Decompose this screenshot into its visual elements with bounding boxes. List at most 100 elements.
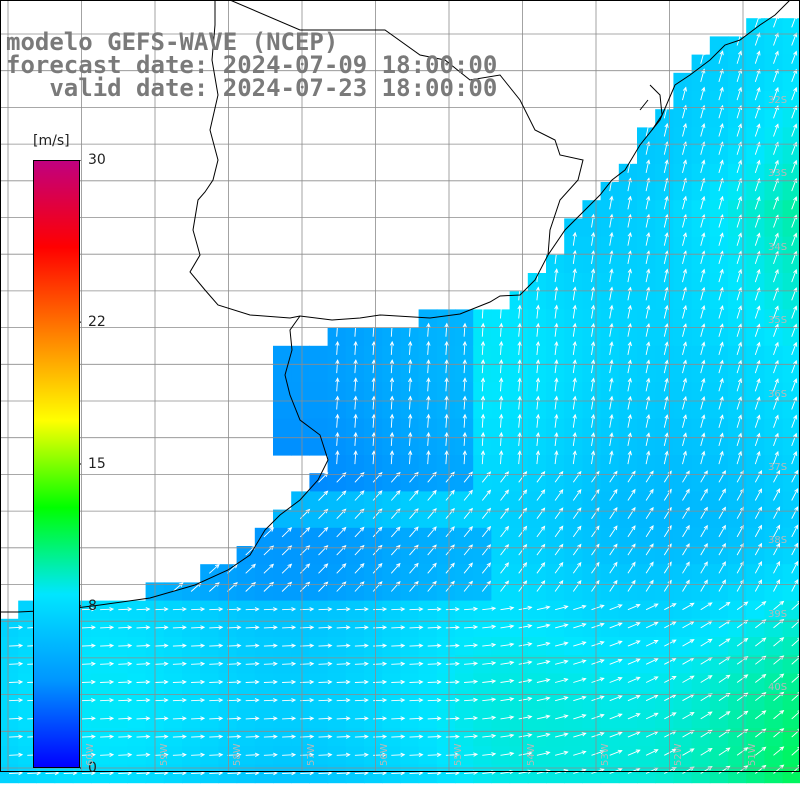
wind-arrow bbox=[718, 123, 724, 137]
wind-cell bbox=[746, 163, 765, 183]
wind-cell bbox=[655, 200, 674, 219]
wind-arrow bbox=[118, 716, 133, 721]
wind-arrow bbox=[172, 607, 187, 612]
wind-arrow bbox=[682, 524, 690, 538]
wind-arrow bbox=[645, 561, 654, 574]
wind-cell bbox=[709, 473, 729, 492]
wind-arrow bbox=[300, 625, 315, 630]
wind-cell bbox=[400, 473, 420, 492]
wind-arrow bbox=[445, 489, 455, 501]
wind-arrow bbox=[318, 716, 333, 721]
wind-arrow bbox=[517, 286, 522, 301]
wind-cell bbox=[782, 182, 800, 201]
wind-cell bbox=[564, 218, 583, 238]
wind-arrow bbox=[663, 506, 672, 519]
wind-cell bbox=[582, 273, 602, 292]
wind-arrow bbox=[663, 286, 669, 301]
wind-arrow bbox=[718, 377, 724, 392]
wind-cell bbox=[618, 236, 638, 256]
wind-cell bbox=[291, 436, 310, 456]
wind-arrow bbox=[591, 507, 600, 519]
wind-cell bbox=[637, 473, 656, 492]
wind-arrow bbox=[773, 68, 779, 83]
wind-cell bbox=[655, 291, 674, 310]
wind-cell bbox=[473, 400, 492, 420]
wind-arrow bbox=[281, 581, 293, 592]
wind-arrow bbox=[663, 488, 672, 501]
wind-arrow bbox=[371, 359, 376, 374]
wind-cell bbox=[782, 327, 800, 347]
wind-cell bbox=[709, 564, 729, 583]
wind-cell bbox=[782, 291, 800, 310]
wind-arrow bbox=[300, 679, 315, 685]
wind-cell bbox=[746, 200, 765, 219]
wind-arrow bbox=[554, 659, 569, 665]
wind-arrow bbox=[591, 561, 600, 574]
wind-cell bbox=[291, 345, 310, 365]
wind-cell bbox=[600, 455, 620, 474]
wind-arrow bbox=[535, 450, 541, 465]
wind-arrow bbox=[572, 395, 577, 410]
wind-arrow bbox=[718, 579, 726, 592]
wind-cell bbox=[728, 400, 747, 420]
wind-arrow bbox=[609, 450, 614, 465]
wind-arrow bbox=[736, 728, 749, 738]
wind-arrow bbox=[336, 643, 351, 648]
wind-cell bbox=[673, 145, 693, 165]
wind-cell bbox=[382, 327, 401, 347]
wind-arrow bbox=[408, 431, 413, 446]
wind-cell bbox=[473, 345, 492, 365]
wind-arrow bbox=[627, 543, 636, 556]
wind-arrow bbox=[535, 359, 541, 374]
wind-cell bbox=[491, 309, 511, 329]
wind-arrow bbox=[427, 607, 442, 612]
wind-arrow bbox=[227, 661, 242, 666]
wind-cell bbox=[746, 309, 765, 329]
wind-arrow bbox=[773, 560, 781, 574]
wind-arrow bbox=[718, 747, 731, 756]
wind-cell bbox=[491, 527, 511, 547]
wind-arrow bbox=[572, 304, 577, 319]
wind-arrow bbox=[663, 232, 669, 246]
wind-arrow bbox=[282, 698, 297, 703]
wind-arrow bbox=[663, 450, 669, 465]
wind-cell bbox=[600, 364, 620, 383]
wind-cell bbox=[728, 145, 747, 165]
wind-arrow bbox=[9, 716, 24, 721]
wind-cell bbox=[673, 582, 693, 602]
wind-arrow bbox=[572, 431, 577, 446]
wind-cell bbox=[582, 327, 602, 347]
wind-arrow bbox=[464, 624, 479, 630]
wind-arrow bbox=[336, 661, 351, 666]
wind-arrow bbox=[463, 562, 473, 574]
wind-cell bbox=[782, 546, 800, 565]
wind-cell bbox=[782, 618, 800, 638]
lon-label: 56W bbox=[379, 743, 390, 766]
wind-arrow bbox=[336, 544, 347, 556]
wind-cell bbox=[509, 527, 529, 547]
wind-cell bbox=[728, 36, 747, 56]
wind-cell bbox=[600, 436, 620, 456]
wind-arrow bbox=[663, 323, 669, 337]
wind-arrow bbox=[718, 488, 726, 501]
wind-cell bbox=[582, 236, 602, 256]
wind-arrow bbox=[426, 450, 431, 465]
wind-cell bbox=[327, 455, 347, 474]
wind-cell bbox=[364, 364, 383, 383]
wind-arrow bbox=[718, 341, 724, 356]
wind-cell bbox=[546, 582, 565, 602]
wind-cell bbox=[418, 455, 438, 474]
wind-cell bbox=[546, 418, 565, 438]
wind-arrow bbox=[390, 526, 401, 538]
wind-arrow bbox=[645, 432, 651, 446]
wind-cell bbox=[273, 418, 292, 438]
wind-cell bbox=[491, 364, 511, 383]
wind-cell bbox=[782, 582, 800, 602]
wind-cell bbox=[418, 400, 438, 420]
wind-arrow bbox=[645, 488, 654, 501]
wind-cell bbox=[673, 455, 693, 474]
wind-arrow bbox=[645, 122, 651, 137]
wind-arrow bbox=[609, 604, 623, 611]
wind-cell bbox=[564, 327, 583, 347]
wind-cell bbox=[764, 473, 784, 492]
